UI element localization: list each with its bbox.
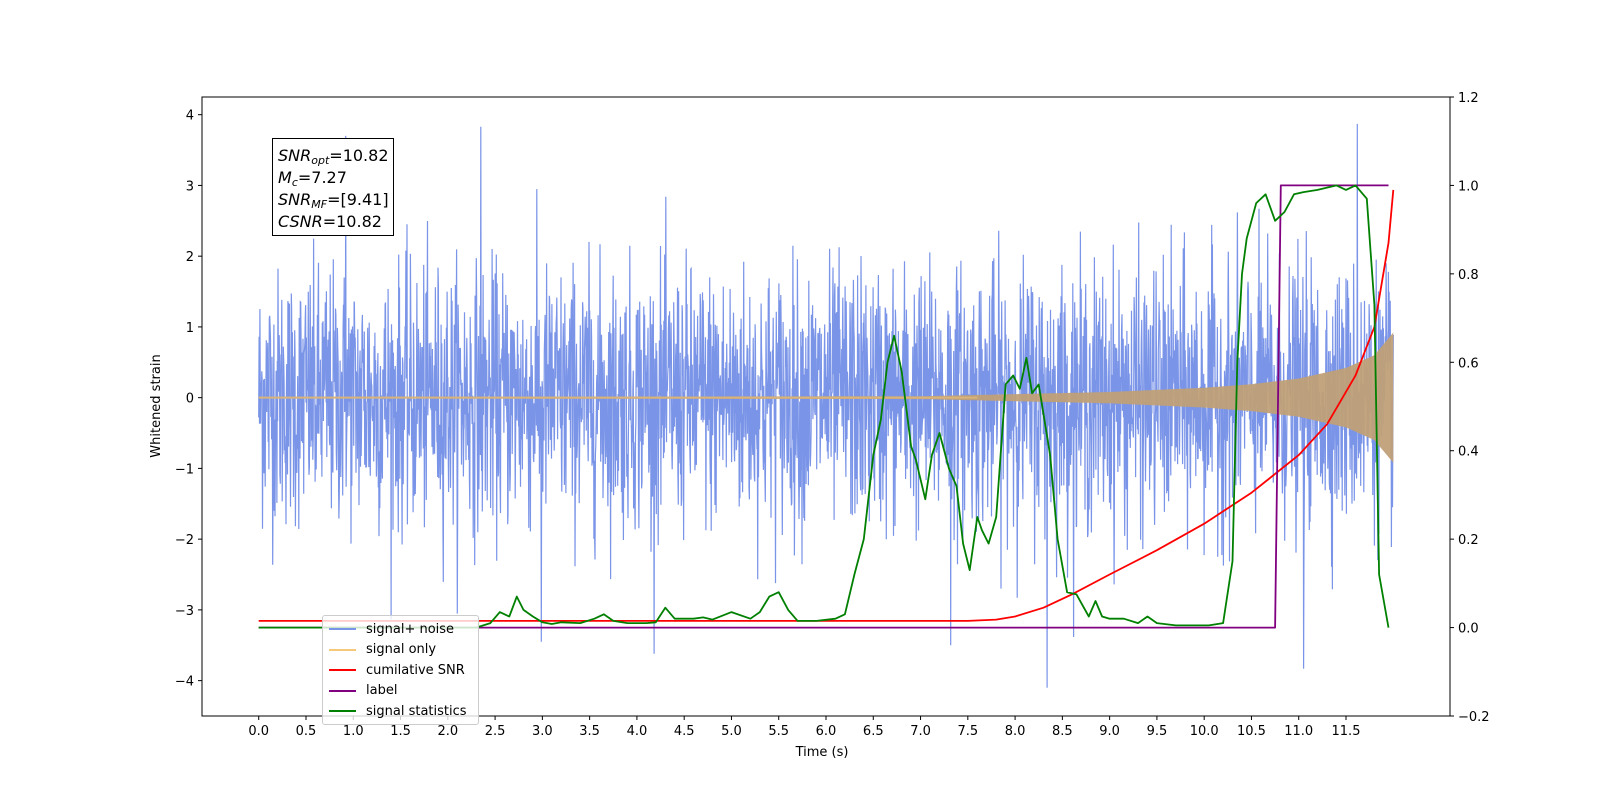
legend-item: signal only — [329, 640, 478, 661]
x-tick-label: 5.0 — [721, 724, 742, 739]
legend-swatch — [329, 689, 356, 692]
y2-tick-label: 0.6 — [1458, 356, 1479, 371]
x-tick-label: 9.0 — [1099, 724, 1120, 739]
legend-swatch — [329, 628, 356, 631]
series-cumilative-snr — [258, 189, 1395, 622]
legend-item: signal+ noise — [329, 619, 478, 640]
x-tick-label: 0.0 — [248, 724, 269, 739]
legend-swatch — [329, 669, 356, 672]
y-tick-label: −3 — [175, 604, 194, 619]
legend-label: signal only — [366, 642, 437, 658]
x-tick-label: 4.5 — [674, 724, 695, 739]
x-tick-label: 1.0 — [343, 724, 364, 739]
y-tick-label: −2 — [175, 533, 194, 548]
legend-label: signal statistics — [366, 703, 467, 719]
legend-label: cumilative SNR — [366, 662, 465, 678]
x-tick-label: 10.5 — [1237, 724, 1266, 739]
x-tick-label: 8.0 — [1005, 724, 1026, 739]
snr-mf-line: SNRMF=[9.41] — [278, 190, 389, 211]
y-tick-label: 0 — [186, 392, 194, 407]
x-tick-label: 7.5 — [957, 724, 978, 739]
legend-label: signal+ noise — [366, 621, 455, 637]
series-signal-noise — [258, 123, 1394, 688]
snr-opt-value: 10.82 — [342, 146, 389, 165]
y-tick-label: −4 — [175, 675, 194, 690]
legend-swatch — [329, 710, 356, 713]
x-tick-label: 4.0 — [627, 724, 648, 739]
legend-item: signal statistics — [329, 701, 478, 722]
y2-tick-label: 1.0 — [1458, 179, 1479, 194]
y-tick-label: 1 — [186, 321, 194, 336]
mc-line: Mc=7.27 — [278, 168, 347, 189]
x-tick-label: 7.0 — [910, 724, 931, 739]
x-tick-label: 11.5 — [1332, 724, 1361, 739]
y-tick-label: 4 — [186, 109, 194, 124]
y-axis-label: Whitened strain — [149, 354, 164, 457]
x-tick-label: 6.0 — [816, 724, 837, 739]
y2-tick-label: 0.2 — [1458, 533, 1479, 548]
csnr-line: CSNR=10.82 — [278, 212, 382, 231]
legend-item: cumilative SNR — [329, 660, 478, 681]
y2-tick-label: −0.2 — [1458, 710, 1490, 725]
x-tick-label: 8.5 — [1052, 724, 1073, 739]
chart-legend: signal+ noise signal only cumilative SNR… — [322, 615, 479, 725]
x-axis-label: Time (s) — [795, 745, 849, 760]
y2-tick-label: 0.8 — [1458, 268, 1479, 283]
x-tick-label: 10.0 — [1190, 724, 1219, 739]
x-tick-label: 2.5 — [485, 724, 506, 739]
snr-annotation-box: SNRopt=10.82 Mc=7.27 SNRMF=[9.41] CSNR=1… — [272, 138, 394, 236]
x-tick-label: 0.5 — [296, 724, 317, 739]
mc-value: 7.27 — [311, 168, 347, 187]
x-tick-label: 2.0 — [437, 724, 458, 739]
x-tick-label: 11.0 — [1284, 724, 1313, 739]
csnr-value: 10.82 — [336, 212, 382, 231]
legend-label: label — [366, 683, 398, 699]
snr-mf-value: [9.41] — [340, 190, 389, 209]
y2-tick-label: 0.4 — [1458, 445, 1479, 460]
series-signal-statistics — [258, 184, 1390, 629]
x-tick-label: 9.5 — [1147, 724, 1168, 739]
x-tick-label: 5.5 — [768, 724, 789, 739]
y-tick-label: 3 — [186, 179, 194, 194]
legend-swatch — [329, 648, 356, 651]
x-tick-label: 6.5 — [863, 724, 884, 739]
y2-tick-label: 0.0 — [1458, 622, 1479, 637]
x-tick-label: 3.5 — [579, 724, 600, 739]
y-tick-label: 2 — [186, 250, 194, 265]
legend-item: label — [329, 681, 478, 702]
y-tick-label: −1 — [175, 462, 194, 477]
x-tick-label: 1.5 — [390, 724, 411, 739]
snr-opt-line: SNRopt=10.82 — [278, 146, 389, 167]
y2-tick-label: 1.2 — [1458, 91, 1479, 106]
x-tick-label: 3.0 — [532, 724, 553, 739]
